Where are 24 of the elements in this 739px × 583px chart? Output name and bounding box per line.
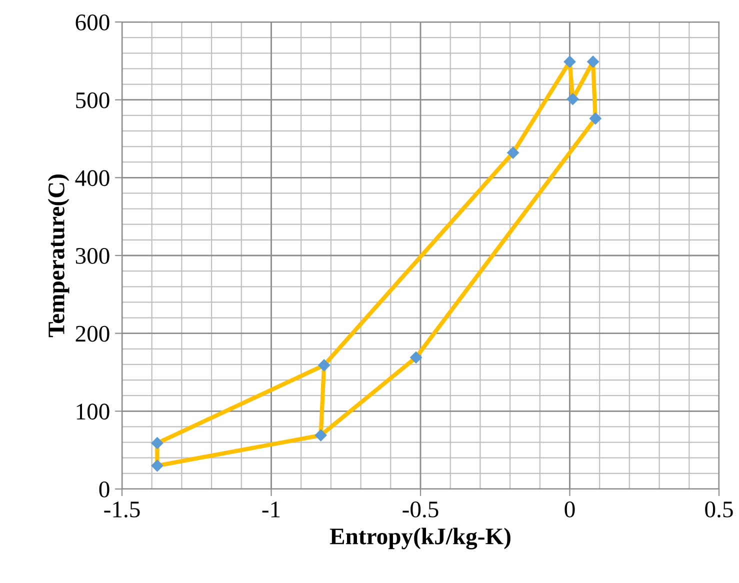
y-tick-label: 300 — [76, 248, 110, 264]
point — [151, 459, 164, 472]
x-tick-label: -1.5 — [104, 502, 140, 518]
point — [151, 436, 164, 450]
y-tick-label: 100 — [76, 404, 110, 420]
x-axis-title: Entropy(kJ/kg-K) — [330, 528, 510, 550]
y-tick-label: 500 — [76, 92, 110, 108]
point — [564, 55, 576, 68]
x-tick-label: 0 — [564, 501, 575, 518]
point — [589, 112, 602, 125]
y-axis-title: Temperature(C) — [48, 174, 70, 338]
y-tick-label: 200 — [76, 326, 110, 342]
point — [566, 92, 579, 106]
x-tick-label: -1 — [262, 502, 280, 518]
point — [506, 146, 520, 159]
y-tick-label: 0 — [99, 481, 110, 498]
point — [318, 359, 330, 372]
point — [586, 55, 600, 68]
y-tick-label: 600 — [76, 14, 110, 30]
x-tick-label: 0.5 — [705, 501, 733, 518]
point — [314, 429, 328, 442]
x-tick-label: -0.5 — [402, 501, 438, 518]
y-tick-label: 400 — [75, 170, 110, 186]
point — [410, 351, 422, 364]
